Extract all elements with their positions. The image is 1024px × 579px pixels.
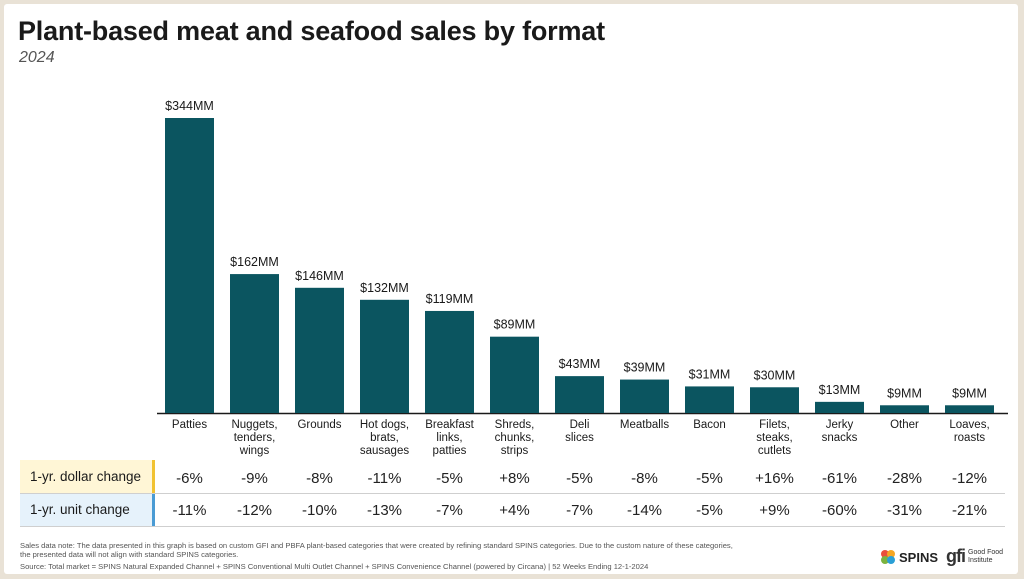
dollar-change-cell: -6%	[176, 470, 203, 487]
x-tick-label: Patties	[172, 419, 207, 431]
unit-change-cell: -11%	[173, 502, 207, 519]
x-tick-label: slices	[565, 432, 594, 444]
dollar-change-cell: -8%	[631, 470, 658, 487]
unit-change-cell: -31%	[887, 502, 922, 519]
table-bottom-divider	[20, 526, 1005, 527]
x-tick-label: tenders,	[234, 432, 276, 444]
bar-value-label: $43MM	[559, 357, 601, 371]
bar-value-label: $132MM	[360, 281, 409, 295]
x-tick-label: Bacon	[693, 419, 726, 431]
x-tick-label: Shreds,	[495, 419, 535, 431]
bar	[880, 405, 929, 413]
x-tick-label: brats,	[370, 432, 399, 444]
spins-logo-text: SPINS	[899, 549, 939, 565]
dollar-change-cell: -9%	[241, 470, 268, 487]
x-tick-label: snacks	[822, 432, 858, 444]
unit-change-cell: -21%	[952, 502, 987, 519]
x-tick-label: Jerky	[826, 419, 854, 431]
dollar-change-cell: -5%	[696, 470, 723, 487]
bar-value-label: $31MM	[689, 367, 731, 381]
bar-value-label: $89MM	[494, 318, 536, 332]
unit-change-cell: -5%	[696, 502, 723, 519]
bar-value-label: $13MM	[819, 383, 861, 397]
unit-change-cell: -13%	[367, 502, 402, 519]
spins-leaf-icon	[881, 550, 895, 564]
spins-logo: SPINS	[880, 549, 938, 565]
bar-value-label: $162MM	[230, 255, 279, 269]
bar	[230, 274, 279, 413]
x-tick-label: strips	[501, 445, 529, 457]
table-row-divider	[20, 493, 1005, 494]
x-tick-label: chunks,	[495, 432, 535, 444]
dollar-change-cell: -5%	[566, 470, 593, 487]
bar	[425, 310, 474, 413]
unit-change-cell: -7%	[436, 502, 463, 519]
x-tick-label: Other	[890, 419, 919, 431]
unit-change-cell: -10%	[302, 502, 337, 519]
x-tick-label: Filets,	[759, 419, 790, 431]
bar-value-label: $30MM	[754, 368, 796, 382]
bar-value-label: $39MM	[624, 361, 666, 375]
gfi-logo-line-1: Good Food	[968, 549, 1004, 556]
dollar-change-cell: +8%	[499, 470, 529, 487]
bar	[945, 405, 994, 413]
gfi-logo-line-2: Institute	[968, 556, 993, 564]
bar-value-label: $9MM	[952, 386, 987, 400]
x-tick-label: wings	[239, 445, 270, 457]
bar	[750, 387, 799, 413]
source-line: Source: Total market = SPINS Natural Exp…	[20, 562, 649, 571]
dollar-change-cell: -12%	[952, 470, 987, 487]
dollar-change-cell: -61%	[822, 470, 857, 487]
footnote-line-2: the presented data will not align with s…	[20, 550, 239, 559]
bar	[555, 376, 604, 413]
x-tick-label: sausages	[360, 445, 409, 457]
x-tick-label: Grounds	[297, 419, 341, 431]
dollar-change-cell: -5%	[436, 470, 463, 487]
bar	[620, 379, 669, 413]
bar-value-label: $119MM	[426, 292, 474, 306]
chart-title: Plant-based meat and seafood sales by fo…	[18, 16, 605, 46]
gfi-logo: gfi Good Food Institute	[946, 546, 1003, 567]
bar-value-label: $344MM	[165, 99, 214, 113]
unit-change-cell: -12%	[237, 502, 272, 519]
x-tick-label: Meatballs	[620, 419, 669, 431]
unit-change-cell: +9%	[759, 502, 789, 519]
bar	[685, 386, 734, 413]
bar	[360, 299, 409, 413]
bar	[490, 336, 539, 413]
gfi-logo-mark: gfi	[946, 546, 966, 566]
unit-change-cell: -7%	[566, 502, 593, 519]
x-tick-label: Nuggets,	[231, 419, 277, 431]
dollar-change-cell: -11%	[368, 470, 402, 487]
footnote-line-1: Sales data note: The data presented in t…	[20, 541, 733, 550]
dollar-change-row-label: 1-yr. dollar change	[20, 460, 155, 494]
dollar-change-cell: +16%	[755, 470, 794, 487]
dollar-change-cell: -28%	[887, 470, 922, 487]
dollar-change-cell: -8%	[306, 470, 333, 487]
x-tick-label: roasts	[954, 432, 986, 444]
unit-change-cell: -60%	[822, 502, 857, 519]
x-tick-label: patties	[433, 445, 467, 457]
chart-subtitle: 2024	[19, 49, 55, 66]
bar-value-label: $146MM	[295, 269, 344, 283]
x-tick-label: Hot dogs,	[360, 419, 409, 431]
unit-change-cell: +4%	[499, 502, 529, 519]
unit-change-cell: -14%	[627, 502, 662, 519]
bar-value-label: $9MM	[887, 386, 922, 400]
bar	[295, 287, 344, 413]
bar	[165, 118, 214, 413]
x-tick-label: Breakfast	[425, 419, 474, 431]
x-tick-label: steaks,	[756, 432, 792, 444]
x-tick-label: Loaves,	[949, 419, 989, 431]
x-tick-label: links,	[436, 432, 462, 444]
unit-change-row-label: 1-yr. unit change	[20, 493, 155, 527]
x-tick-label: cutlets	[758, 445, 791, 457]
bar	[815, 401, 864, 413]
x-tick-label: Deli	[570, 419, 590, 431]
